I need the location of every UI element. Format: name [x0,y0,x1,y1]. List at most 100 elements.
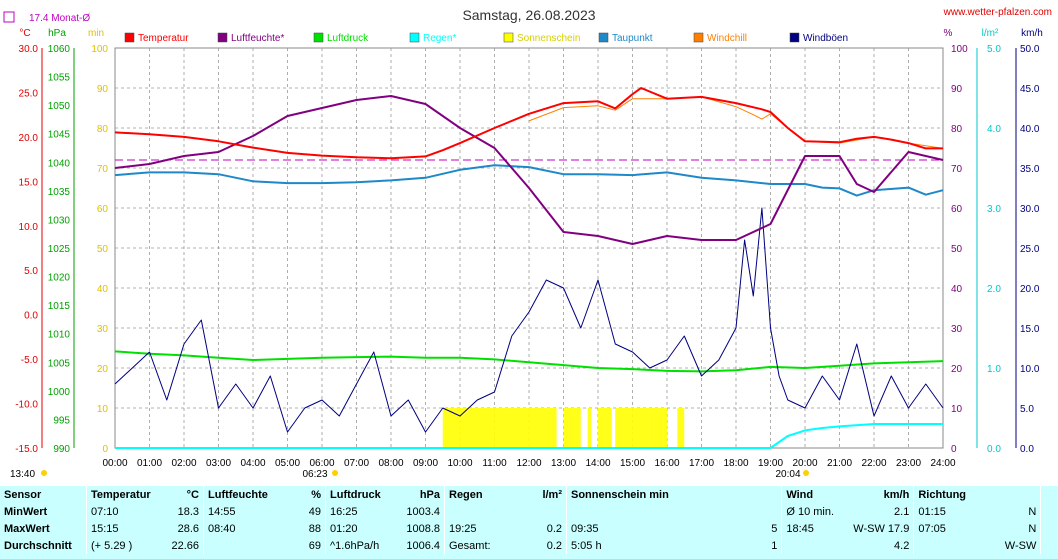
legend-label: Sonnenschein [517,33,580,44]
pressure-axis-tick: 1005 [48,358,71,369]
min-hum-time: 14:55 [203,503,277,520]
x-tick-label: 03:00 [206,458,231,469]
x-tick-label: 22:00 [861,458,886,469]
x-tick-label: 15:00 [620,458,645,469]
sunshine-axis-tick: 60 [97,204,109,215]
sunshine-bar [442,408,557,448]
x-tick-label: 07:00 [344,458,369,469]
rain-axis-tick: 2.0 [987,284,1001,295]
legend-label: Luftdruck [327,33,369,44]
x-axis-labels: 00:00 01:00 02:00 03:00 04:00 05:00 06:00 07:00… [102,458,955,469]
legend-swatch [124,32,135,43]
max-rain-time: 19:25 [444,520,518,537]
avg-dir: W-SW [1004,539,1037,552]
series-line-temperatur [114,87,943,160]
humidity-axis-tick: 60 [951,204,963,215]
x-tick-label: 16:00 [654,458,679,469]
sunset-icon [803,470,809,476]
max-hum: 88 [308,522,321,535]
avg-rain-label: Gesamt: [444,537,518,554]
chart-series [114,87,944,449]
sunshine-axis-tick: 70 [97,164,109,175]
max-sun: 5 [771,522,778,535]
legend-label: Windböen [803,33,848,44]
avg-press: 1006.4 [406,539,440,552]
stats-header-dir: Richtung [913,486,973,503]
avg-sun-time: 5:05 h [566,537,724,554]
min-press-time: 16:25 [325,503,396,520]
legend-label: Temperatur [138,33,189,44]
x-tick-label: 13:00 [551,458,576,469]
rain-axis-tick: 1.0 [987,364,1001,375]
max-dir: N [1028,522,1037,535]
humidity-axis-tick: 20 [951,364,963,375]
wind-axis-tick: 30.0 [1020,204,1040,215]
legend-swatch [217,32,228,43]
max-rain: 0.2 [546,522,562,535]
website-link[interactable]: www.wetter-pfalzen.com [943,7,1052,18]
temp-axis-tick: 10.0 [19,222,39,233]
humidity-axis-tick: 90 [951,84,963,95]
temp-axis-tick: 25.0 [19,88,39,99]
min-hum: 49 [308,505,321,518]
axis-unit-label: min [88,28,104,39]
x-tick-label: 19:00 [758,458,783,469]
wind-axis-tick: 25.0 [1020,244,1040,255]
humidity-axis-tick: 40 [951,284,963,295]
stats-header-wind: Wind [781,486,846,503]
avg-rain: 0.2 [546,539,562,552]
min-dir-time: 01:15 [913,503,973,520]
legend-label: Regen* [423,33,456,44]
stats-header-rain: Regen [444,486,518,503]
max-press: 1008.8 [406,522,440,535]
x-tick-label: 00:00 [102,458,127,469]
stats-header-sensor: Sensor [4,488,42,501]
pressure-axis-tick: 1050 [48,101,71,112]
rain-axis-tick: 0.0 [987,444,1001,455]
max-hum-time: 08:40 [203,520,277,537]
legend-label: Windchill [707,33,747,44]
wind-axis-tick: 10.0 [1020,364,1040,375]
min-press: 1003.4 [406,505,440,518]
pressure-axis-tick: 1000 [48,387,71,398]
axis-unit-label: °C [19,28,30,39]
x-tick-label: 05:00 [275,458,300,469]
series-line-luftdruck [114,350,944,373]
stats-min-label: MinWert [4,505,48,518]
sunshine-axis-tick: 40 [97,284,109,295]
stats-header-rain-unit: l/m² [542,488,562,501]
x-tick-label: 08:00 [378,458,403,469]
min-temp-time: 07:10 [86,503,155,520]
x-tick-label: 17:00 [689,458,714,469]
stats-avg-label: Durchschnitt [4,539,72,552]
temp-axis-tick: -10.0 [15,400,38,411]
humidity-axis-tick: 70 [951,164,963,175]
legend-swatch [313,32,324,43]
avg-temp: 22.66 [171,539,199,552]
stats-max-label: MaxWert [4,522,50,535]
temp-axis-tick: 0.0 [24,311,38,322]
min-temp: 18.3 [177,505,199,518]
stats-header-wind-unit: km/h [883,488,910,501]
legend-swatch [693,32,704,43]
x-tick-label: 04:00 [240,458,265,469]
rain-axis-tick: 3.0 [987,204,1001,215]
pressure-axis-tick: 1030 [48,215,71,226]
wind-axis-tick: 40.0 [1020,124,1040,135]
axis-unit-label: km/h [1021,28,1043,39]
humidity-axis-tick: 50 [951,244,963,255]
min-wind-label: Ø 10 min. [781,503,846,520]
legend-label: Taupunkt [612,33,653,44]
sunset-time: 20:04 [775,469,800,480]
stats-header-press: Luftdruck [325,486,396,503]
x-tick-label: 18:00 [723,458,748,469]
weather-chart: Samstag, 26.08.2023 www.wetter-pfalzen.c… [3,7,1052,480]
pressure-axis-tick: 1035 [48,187,71,198]
x-tick-label: 02:00 [171,458,196,469]
stats-header-hum-unit: % [311,488,321,501]
humidity-axis-tick: 10 [951,404,963,415]
rain-axis-tick: 5.0 [987,44,1001,55]
wind-axis-tick: 20.0 [1020,284,1040,295]
avg-hum: 69 [308,539,321,552]
chart-legend: Temperatur Luftfeuchte* Luftdruck Regen* Son… [124,32,848,44]
